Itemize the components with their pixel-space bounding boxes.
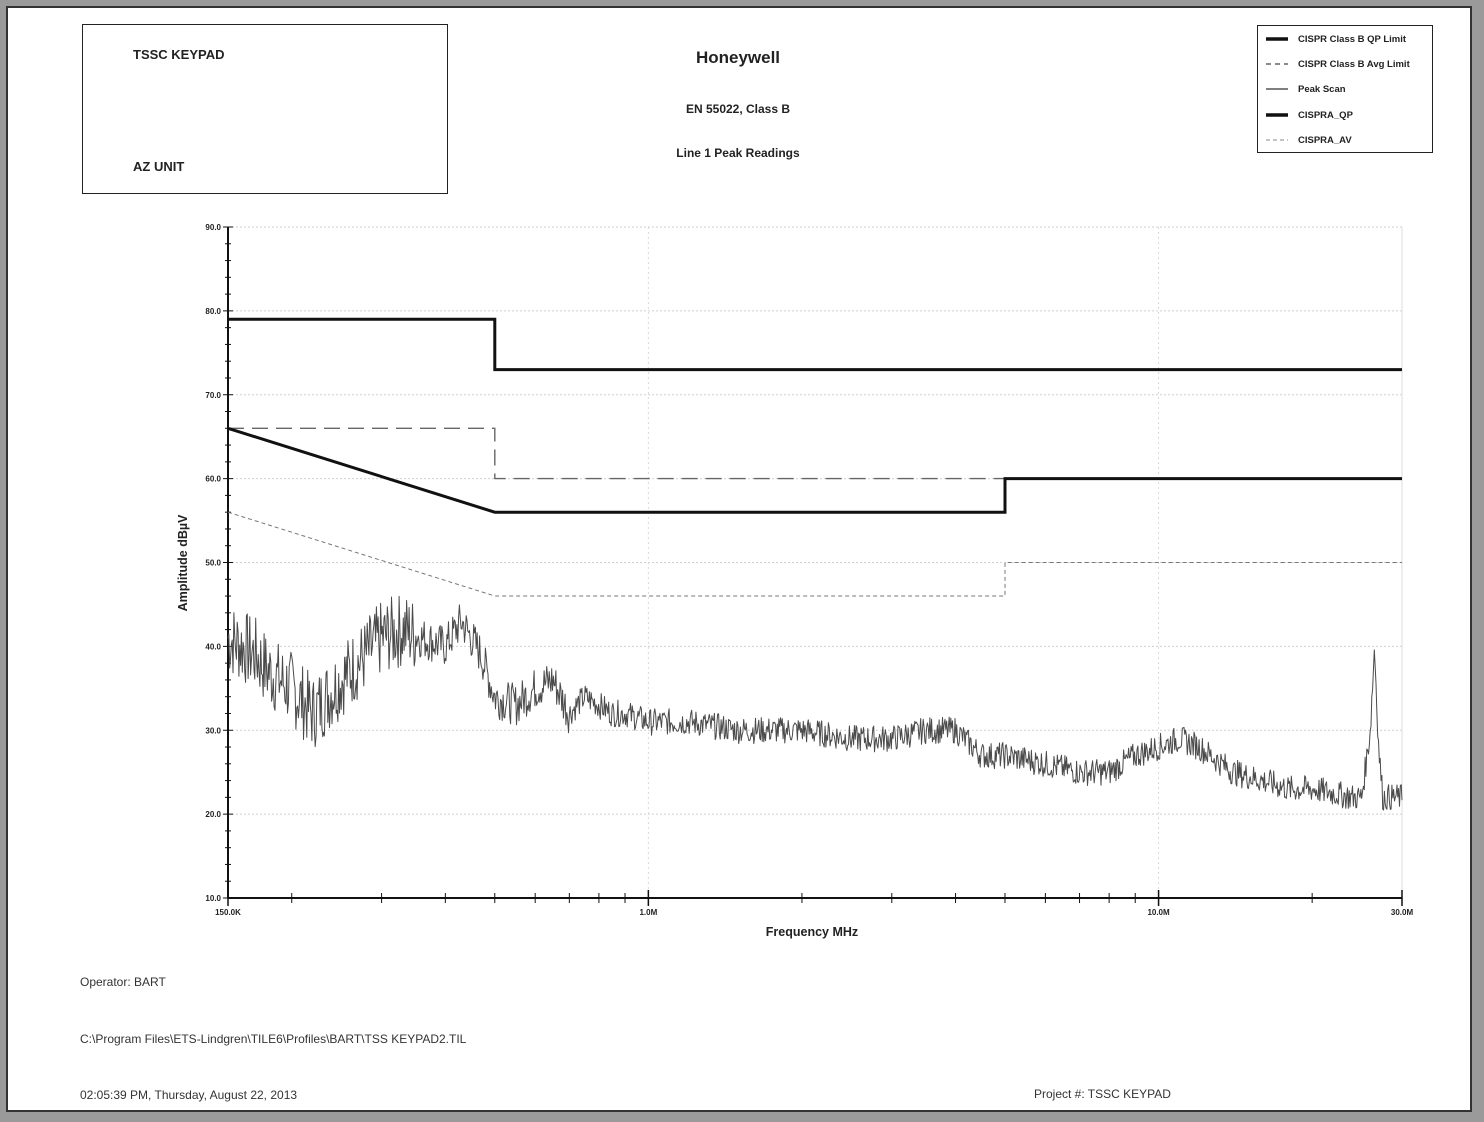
legend-label: CISPRA_QP: [1298, 109, 1353, 121]
x-tick-label: 1.0M: [639, 908, 657, 917]
y-tick-label: 70.0: [205, 391, 221, 400]
project-label: Project #: TSSC KEYPAD: [1034, 1087, 1171, 1101]
legend-item-peak-scan: Peak Scan: [1266, 82, 1346, 96]
legend-swatch: [1266, 88, 1288, 90]
y-tick-label: 20.0: [205, 810, 221, 819]
report-titles: Honeywell EN 55022, Class B Line 1 Peak …: [568, 48, 908, 160]
legend-item-qp-limit: CISPR Class B QP Limit: [1266, 32, 1406, 46]
x-tick-label: 150.0K: [215, 908, 241, 917]
chart-legend: CISPR Class B QP Limit CISPR Class B Avg…: [1257, 25, 1433, 153]
file-path-label: C:\Program Files\ETS-Lindgren\TILE6\Prof…: [80, 1032, 467, 1046]
device-info-box: TSSC KEYPAD AZ UNIT: [82, 24, 448, 194]
legend-swatch: [1266, 63, 1288, 65]
x-axis-label: Frequency MHz: [766, 925, 858, 939]
company-name: Honeywell: [695, 48, 781, 67]
y-tick-label: 40.0: [205, 642, 221, 651]
x-tick-label: 30.0M: [1391, 908, 1414, 917]
axis-layer: 90.0 80.0 70.0 60.0 50.0 40.0 30.0 20.0 10.0 150.…: [205, 223, 1413, 917]
legend-swatch: [1266, 139, 1288, 141]
series-line-cispra-av: [227, 511, 1402, 597]
y-tick-label: 50.0: [205, 559, 221, 568]
series-line-cispr-class-b-avg-limit: [228, 427, 1402, 480]
legend-swatch: [1266, 37, 1288, 41]
series-line-cispra-qp: [227, 426, 1402, 514]
timestamp-label: 02:05:39 PM, Thursday, August 22, 2013: [80, 1088, 298, 1102]
legend-item-cispra-qp: CISPRA_QP: [1266, 108, 1353, 122]
legend-item-cispra-av: CISPRA_AV: [1266, 133, 1352, 147]
legend-swatch: [1266, 113, 1288, 117]
y-axis-label: Amplitude dBµV: [176, 514, 190, 611]
report-page: TSSC KEYPAD AZ UNIT Honeywell EN 55022, …: [6, 6, 1472, 1112]
unit-name: AZ UNIT: [133, 159, 185, 174]
legend-label: CISPRA_AV: [1298, 134, 1352, 146]
series-line-cispr-class-b-qp-limit: [228, 317, 1402, 372]
chart-subtitle: Line 1 Peak Readings: [676, 146, 800, 160]
operator-label: Operator: BART: [80, 975, 166, 989]
legend-label: CISPR Class B QP Limit: [1298, 33, 1407, 45]
legend-label: CISPR Class B Avg Limit: [1298, 58, 1410, 70]
series-line-peak-scan: [227, 595, 1403, 811]
legend-label: Peak Scan: [1298, 83, 1346, 95]
y-tick-label: 80.0: [205, 307, 221, 316]
standard-label: EN 55022, Class B: [685, 102, 791, 116]
y-tick-label: 90.0: [205, 223, 221, 232]
x-tick-label: 10.0M: [1147, 908, 1170, 917]
y-tick-label: 10.0: [205, 894, 221, 903]
y-tick-label: 60.0: [205, 475, 221, 484]
series-layer: [227, 317, 1403, 811]
legend-item-avg-limit: CISPR Class B Avg Limit: [1266, 57, 1410, 71]
device-name: TSSC KEYPAD: [133, 47, 225, 62]
y-tick-label: 30.0: [205, 726, 221, 735]
